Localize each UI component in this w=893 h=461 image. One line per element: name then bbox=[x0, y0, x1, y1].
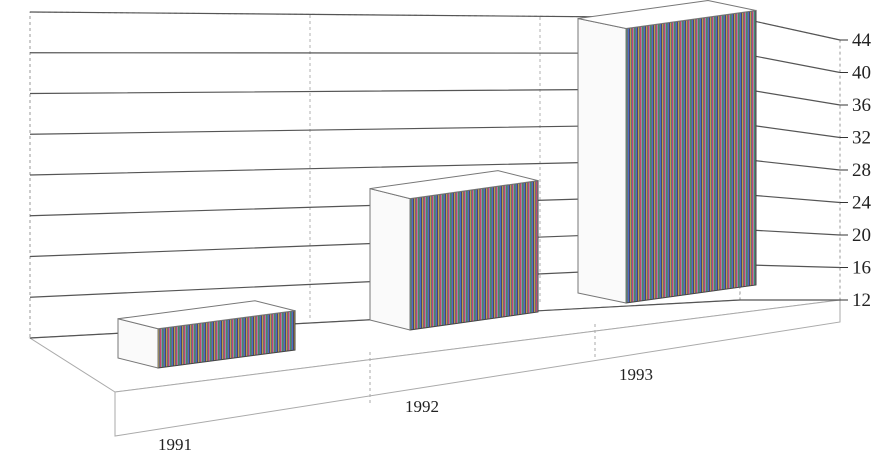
bar-top-face bbox=[369, 170, 539, 200]
category-label: 1991 bbox=[158, 435, 192, 454]
bar-side-face bbox=[409, 180, 539, 331]
y-axis-ticks: 12 16 20 24 28 32 36 40 44 bbox=[840, 30, 872, 311]
y-tick-label: 24 bbox=[852, 193, 872, 214]
y-tick-label: 20 bbox=[852, 225, 871, 246]
y-tick-label: 40 bbox=[852, 63, 871, 84]
bar-top-face bbox=[577, 0, 757, 30]
bar-side-face bbox=[625, 9, 757, 304]
floor-front bbox=[114, 299, 841, 437]
category-label: 1992 bbox=[405, 397, 439, 416]
y-tick-label: 28 bbox=[852, 160, 871, 181]
y-tick-label: 16 bbox=[852, 258, 871, 279]
y-tick-label: 32 bbox=[852, 128, 871, 149]
bars bbox=[117, 0, 757, 369]
chart-walls bbox=[28, 11, 841, 437]
category-labels: 1991 1992 1993 bbox=[158, 365, 653, 454]
bar-top-face bbox=[117, 300, 296, 330]
y-tick-label: 36 bbox=[852, 95, 871, 116]
bar-front-face bbox=[577, 17, 627, 304]
bar-front-face bbox=[369, 187, 411, 331]
bar-1992 bbox=[369, 170, 539, 331]
y-tick-label: 12 bbox=[852, 290, 871, 311]
category-label: 1993 bbox=[619, 365, 653, 384]
bar-1991 bbox=[117, 300, 296, 369]
bar-1993 bbox=[577, 0, 757, 304]
y-tick-label: 44 bbox=[852, 30, 872, 51]
